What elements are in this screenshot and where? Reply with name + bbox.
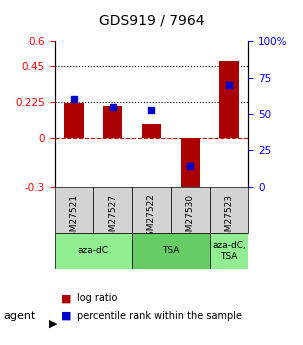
Bar bbox=[142, 124, 161, 138]
FancyBboxPatch shape bbox=[55, 187, 93, 233]
Bar bbox=[219, 61, 239, 138]
Point bbox=[149, 107, 154, 112]
Text: aza-dC: aza-dC bbox=[78, 246, 109, 255]
Point bbox=[72, 97, 76, 102]
Text: TSA: TSA bbox=[162, 246, 180, 255]
Text: agent: agent bbox=[3, 311, 35, 321]
FancyBboxPatch shape bbox=[210, 187, 248, 233]
FancyBboxPatch shape bbox=[132, 187, 171, 233]
Text: GSM27521: GSM27521 bbox=[69, 194, 78, 243]
Text: aza-dC,
TSA: aza-dC, TSA bbox=[212, 241, 246, 261]
Text: GSM27522: GSM27522 bbox=[147, 194, 156, 243]
Point bbox=[227, 82, 231, 88]
Bar bbox=[103, 106, 122, 138]
Text: GSM27527: GSM27527 bbox=[108, 194, 117, 243]
FancyBboxPatch shape bbox=[132, 233, 210, 269]
FancyBboxPatch shape bbox=[171, 187, 210, 233]
FancyBboxPatch shape bbox=[93, 187, 132, 233]
FancyBboxPatch shape bbox=[55, 233, 132, 269]
Text: GSM27523: GSM27523 bbox=[225, 194, 234, 243]
FancyBboxPatch shape bbox=[210, 233, 248, 269]
Text: ■: ■ bbox=[61, 294, 71, 303]
Point bbox=[110, 104, 115, 109]
Text: ▶: ▶ bbox=[49, 318, 57, 328]
Bar bbox=[181, 138, 200, 191]
Text: percentile rank within the sample: percentile rank within the sample bbox=[77, 311, 242, 321]
Text: GDS919 / 7964: GDS919 / 7964 bbox=[99, 13, 204, 28]
Text: ■: ■ bbox=[61, 311, 71, 321]
Text: log ratio: log ratio bbox=[77, 294, 118, 303]
Point bbox=[188, 164, 193, 169]
Bar bbox=[64, 103, 84, 138]
Text: GSM27530: GSM27530 bbox=[186, 194, 195, 243]
